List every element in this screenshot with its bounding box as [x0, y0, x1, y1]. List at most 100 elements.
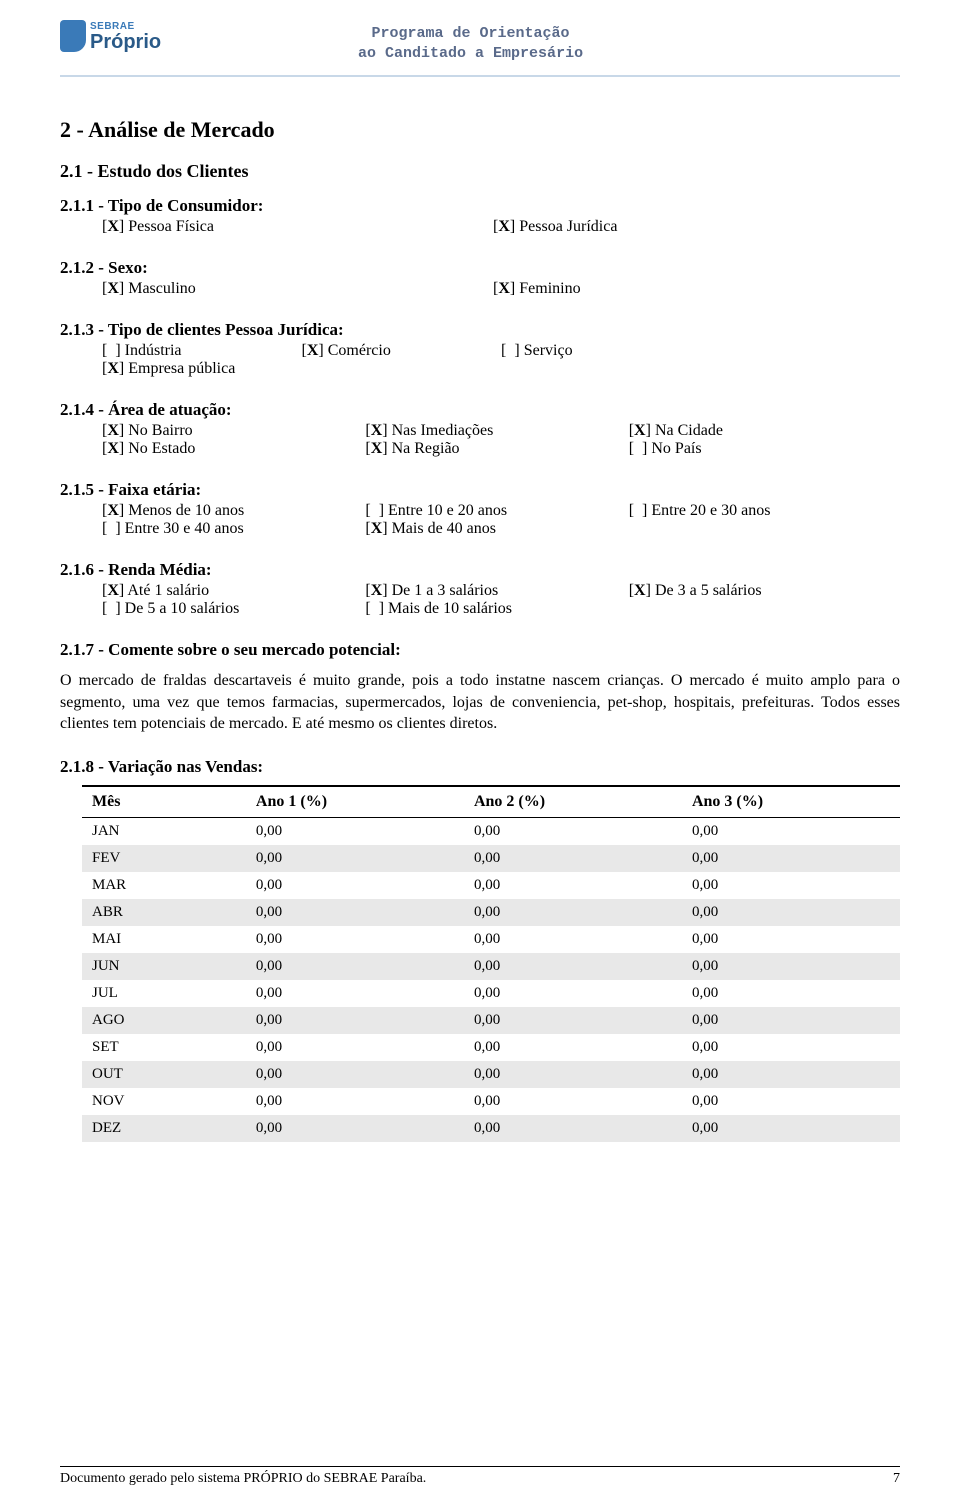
checkbox-option: [ ] De 5 a 10 salários	[102, 600, 357, 618]
option-row: [ ] Indústria[X] Comércio[ ] Serviço[X] …	[60, 342, 900, 378]
table-cell-value: 0,00	[464, 1115, 682, 1142]
logo-big-text: Próprio	[90, 32, 161, 52]
table-cell-value: 0,00	[464, 1007, 682, 1034]
field-2-1-2: 2.1.2 - Sexo: [X] Masculino[X] Feminino	[60, 258, 900, 298]
option-row: [X] No Bairro[X] Nas Imediações[X] Na Ci…	[60, 422, 900, 458]
table-cell-month: MAI	[82, 926, 246, 953]
field-2-1-4: 2.1.4 - Área de atuação: [X] No Bairro[X…	[60, 400, 900, 458]
table-cell-value: 0,00	[682, 817, 900, 845]
table-cell-value: 0,00	[682, 1007, 900, 1034]
table-cell-month: FEV	[82, 845, 246, 872]
table-header: Ano 2 (%)	[464, 786, 682, 818]
checkbox-option: [ ] No País	[629, 440, 884, 458]
table-cell-value: 0,00	[246, 1034, 464, 1061]
field-label: 2.1.5 - Faixa etária:	[60, 480, 900, 500]
table-cell-value: 0,00	[246, 817, 464, 845]
checkbox-option: [ ] Serviço	[501, 342, 693, 360]
field-label: 2.1.7 - Comente sobre o seu mercado pote…	[60, 640, 900, 660]
checkbox-option: [X] Nas Imediações	[365, 422, 620, 440]
table-cell-month: MAR	[82, 872, 246, 899]
checkbox-option: [X] Na Região	[365, 440, 620, 458]
table-cell-value: 0,00	[464, 926, 682, 953]
table-cell-value: 0,00	[464, 953, 682, 980]
checkbox-option: [X] Mais de 40 anos	[365, 520, 620, 538]
table-cell-value: 0,00	[682, 926, 900, 953]
table-cell-value: 0,00	[682, 845, 900, 872]
table-row: MAI0,000,000,00	[82, 926, 900, 953]
page-header: SEBRAE Próprio Programa de Orientação ao…	[60, 20, 900, 77]
table-cell-value: 0,00	[246, 1007, 464, 1034]
checkbox-option: [X] Até 1 salário	[102, 582, 357, 600]
checkbox-option: [ ] Indústria	[102, 342, 294, 360]
table-row: ABR0,000,000,00	[82, 899, 900, 926]
market-comment-text: O mercado de fraldas descartaveis é muit…	[60, 670, 900, 735]
table-cell-value: 0,00	[246, 845, 464, 872]
table-cell-value: 0,00	[464, 980, 682, 1007]
table-cell-value: 0,00	[464, 899, 682, 926]
table-row: JUL0,000,000,00	[82, 980, 900, 1007]
checkbox-option: [X] Pessoa Jurídica	[493, 218, 876, 236]
table-cell-value: 0,00	[682, 1115, 900, 1142]
section-2-1-title: 2.1 - Estudo dos Clientes	[60, 161, 900, 182]
footer-page-number: 7	[893, 1471, 900, 1487]
checkbox-option: [ ] Entre 10 e 20 anos	[365, 502, 620, 520]
table-cell-value: 0,00	[246, 1061, 464, 1088]
table-cell-value: 0,00	[246, 1088, 464, 1115]
table-header: Mês	[82, 786, 246, 818]
field-2-1-8: 2.1.8 - Variação nas Vendas: Mês Ano 1 (…	[60, 757, 900, 1142]
sales-variation-table: Mês Ano 1 (%) Ano 2 (%) Ano 3 (%) JAN0,0…	[82, 785, 900, 1142]
table-cell-value: 0,00	[682, 872, 900, 899]
checkbox-option: [X] No Estado	[102, 440, 357, 458]
table-cell-value: 0,00	[464, 817, 682, 845]
checkbox-option: [ ] Entre 20 e 30 anos	[629, 502, 884, 520]
table-cell-value: 0,00	[246, 872, 464, 899]
table-row: OUT0,000,000,00	[82, 1061, 900, 1088]
table-cell-value: 0,00	[246, 953, 464, 980]
table-cell-value: 0,00	[464, 1034, 682, 1061]
sales-table-body: JAN0,000,000,00FEV0,000,000,00MAR0,000,0…	[82, 817, 900, 1142]
option-row: [X] Menos de 10 anos [ ] Entre 10 e 20 an…	[60, 502, 900, 538]
checkbox-option: [X] Masculino	[102, 280, 485, 298]
table-row: AGO0,000,000,00	[82, 1007, 900, 1034]
table-row: FEV0,000,000,00	[82, 845, 900, 872]
checkbox-option: [ ] Mais de 10 salários	[365, 600, 620, 618]
option-row: [X] Masculino [X] Feminino	[60, 280, 900, 298]
table-cell-month: JAN	[82, 817, 246, 845]
table-cell-value: 0,00	[682, 899, 900, 926]
checkbox-option: [X] Na Cidade	[629, 422, 884, 440]
checkbox-option: [X] Feminino	[493, 280, 876, 298]
table-cell-month: JUL	[82, 980, 246, 1007]
field-label: 2.1.3 - Tipo de clientes Pessoa Jurídica…	[60, 320, 900, 340]
page: SEBRAE Próprio Programa de Orientação ao…	[0, 0, 960, 1505]
table-cell-value: 0,00	[682, 1088, 900, 1115]
footer-text: Documento gerado pelo sistema PRÓPRIO do…	[60, 1471, 426, 1487]
table-cell-value: 0,00	[464, 1088, 682, 1115]
checkbox-option: [X] De 3 a 5 salários	[629, 582, 884, 600]
table-header: Ano 1 (%)	[246, 786, 464, 818]
field-label: 2.1.6 - Renda Média:	[60, 560, 900, 580]
table-header: Ano 3 (%)	[682, 786, 900, 818]
table-cell-value: 0,00	[246, 926, 464, 953]
table-cell-value: 0,00	[246, 980, 464, 1007]
header-title: Programa de Orientação ao Canditado a Em…	[161, 20, 780, 63]
table-cell-month: NOV	[82, 1088, 246, 1115]
field-2-1-3: 2.1.3 - Tipo de clientes Pessoa Jurídica…	[60, 320, 900, 378]
table-row: JAN0,000,000,00	[82, 817, 900, 845]
field-label: 2.1.4 - Área de atuação:	[60, 400, 900, 420]
checkbox-option: [X] Pessoa Física	[102, 218, 485, 236]
field-2-1-7: 2.1.7 - Comente sobre o seu mercado pote…	[60, 640, 900, 735]
table-cell-value: 0,00	[682, 1061, 900, 1088]
table-cell-month: OUT	[82, 1061, 246, 1088]
table-cell-month: ABR	[82, 899, 246, 926]
checkbox-option: [X] Menos de 10 anos	[102, 502, 357, 520]
table-cell-value: 0,00	[246, 1115, 464, 1142]
table-row: SET0,000,000,00	[82, 1034, 900, 1061]
table-header-row: Mês Ano 1 (%) Ano 2 (%) Ano 3 (%)	[82, 786, 900, 818]
header-title-line2: ao Canditado a Empresário	[161, 44, 780, 64]
table-cell-month: AGO	[82, 1007, 246, 1034]
table-cell-month: SET	[82, 1034, 246, 1061]
checkbox-option: [ ] Entre 30 e 40 anos	[102, 520, 357, 538]
table-cell-value: 0,00	[682, 980, 900, 1007]
field-2-1-1: 2.1.1 - Tipo de Consumidor: [X] Pessoa F…	[60, 196, 900, 236]
checkbox-option: [X] Comércio	[302, 342, 494, 360]
